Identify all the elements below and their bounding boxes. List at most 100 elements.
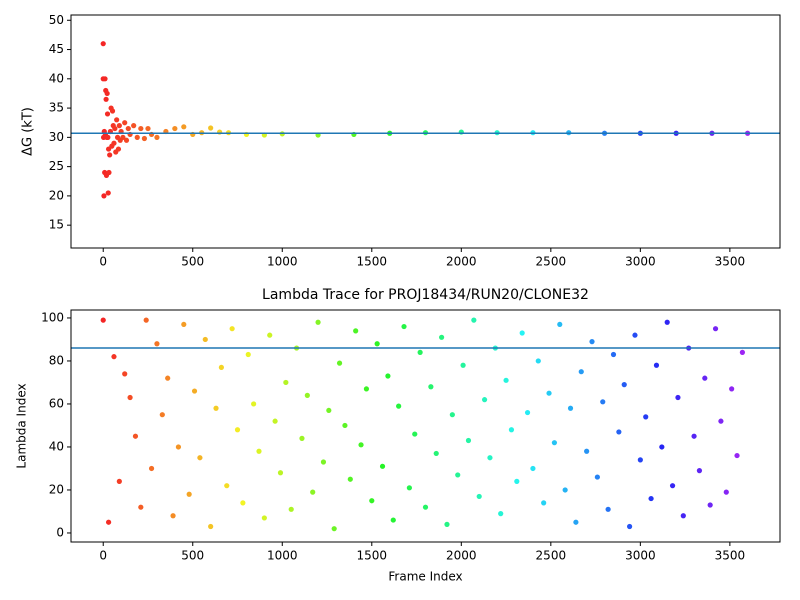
chart-title: Lambda Trace for PROJ18434/RUN20/CLONE32: [262, 287, 589, 303]
data-point: [159, 412, 165, 418]
x-tick-label: 500: [181, 255, 204, 269]
data-point: [251, 401, 257, 407]
data-point: [487, 455, 493, 461]
data-point: [653, 362, 660, 368]
data-point: [123, 137, 130, 143]
data-point: [320, 459, 327, 465]
data-point: [503, 377, 509, 383]
data-point: [288, 506, 294, 512]
data-point: [551, 440, 558, 446]
data-point: [181, 124, 187, 130]
data-point: [342, 422, 348, 429]
y-tick-label: 45: [49, 42, 64, 56]
data-point: [460, 362, 466, 368]
y-tick-label: 60: [49, 396, 64, 410]
data-point: [106, 169, 112, 176]
data-point: [134, 134, 140, 140]
data-point: [111, 140, 117, 146]
x-tick-label: 3000: [625, 255, 656, 269]
x-tick-label: 3500: [715, 549, 746, 563]
y-tick-label: 20: [49, 482, 64, 496]
data-point: [476, 493, 482, 500]
x-tick-label: 2000: [446, 549, 477, 563]
y-tick-label: 80: [49, 353, 64, 367]
data-point: [191, 388, 198, 394]
data-point: [578, 369, 584, 375]
data-point: [112, 125, 118, 132]
data-point: [122, 371, 128, 377]
data-point: [172, 125, 178, 132]
data-point: [417, 349, 423, 355]
data-point: [637, 457, 643, 463]
y-tick-label: 40: [49, 71, 64, 85]
data-point: [702, 375, 708, 381]
data-point: [331, 526, 337, 532]
data-point: [594, 474, 600, 480]
data-point: [589, 339, 595, 345]
data-point: [100, 317, 106, 323]
x-tick-label: 0: [99, 549, 107, 563]
data-point: [621, 382, 627, 388]
data-point: [524, 409, 531, 416]
data-point: [680, 513, 686, 519]
data-point: [277, 470, 284, 476]
data-point: [336, 360, 343, 366]
data-point: [535, 358, 541, 364]
y-tick-label: 20: [49, 188, 64, 202]
data-point: [131, 123, 137, 129]
data-point: [114, 117, 120, 123]
data-point: [546, 390, 552, 396]
data-point: [347, 476, 353, 482]
x-tick-label: 3500: [715, 255, 746, 269]
axes-frame: [70, 14, 781, 249]
data-point: [208, 523, 214, 530]
data-point: [444, 521, 450, 527]
data-point: [707, 502, 713, 508]
data-point: [256, 448, 262, 454]
data-point: [729, 386, 735, 392]
data-point: [675, 394, 681, 401]
data-point: [557, 321, 563, 328]
axes-frame: [70, 309, 781, 543]
data-point: [304, 392, 310, 398]
data-point: [267, 332, 273, 338]
data-point: [643, 414, 649, 420]
data-point: [234, 427, 241, 433]
data-point: [600, 399, 606, 405]
data-point: [115, 146, 122, 152]
data-point: [122, 120, 128, 126]
data-point: [104, 90, 110, 97]
data-point: [734, 452, 740, 459]
data-point: [208, 125, 214, 131]
data-point: [374, 341, 380, 347]
x-tick-label: 1500: [357, 255, 388, 269]
data-point: [283, 379, 289, 386]
data-point: [104, 111, 111, 117]
x-tick-label: 500: [181, 549, 204, 563]
data-point: [541, 500, 547, 506]
y-tick-label: 35: [49, 101, 64, 115]
data-point: [379, 463, 386, 469]
y-tick-label: 15: [49, 218, 64, 232]
data-point: [567, 405, 574, 411]
x-tick-label: 1000: [267, 549, 298, 563]
data-point: [369, 498, 375, 504]
data-point: [385, 373, 391, 379]
data-point: [530, 465, 536, 472]
y-tick-label: 40: [49, 439, 64, 453]
data-point: [120, 134, 126, 140]
data-point: [562, 487, 568, 493]
data-point: [739, 349, 746, 355]
data-point: [105, 519, 112, 525]
y-tick-label: 50: [49, 13, 64, 27]
data-point: [471, 317, 477, 323]
data-point: [455, 472, 461, 478]
data-point: [326, 407, 332, 414]
data-point: [358, 442, 364, 448]
data-point: [664, 319, 670, 325]
data-point: [584, 448, 590, 454]
data-point: [310, 489, 316, 495]
data-point: [143, 317, 149, 323]
data-point: [573, 519, 579, 525]
